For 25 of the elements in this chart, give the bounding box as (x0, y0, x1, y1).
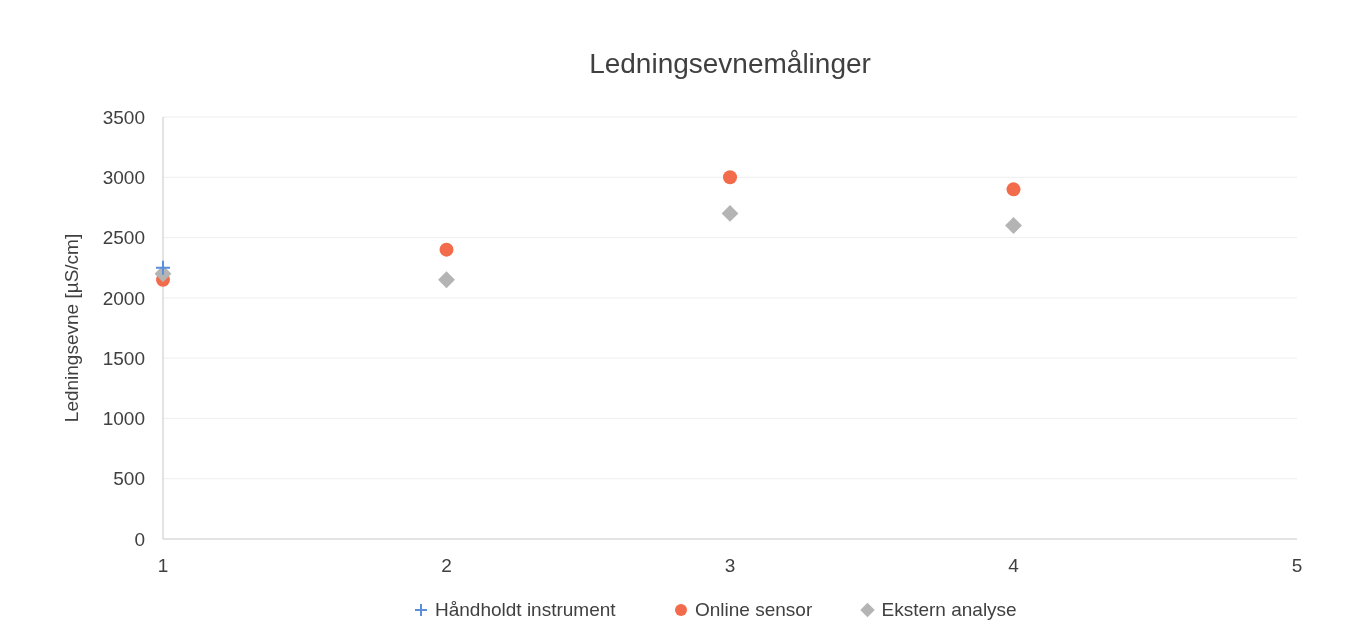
point (439, 242, 454, 257)
x-tick-label: 3 (724, 555, 736, 576)
legend-label: Online sensor (695, 599, 813, 620)
y-tick-label: 1500 (102, 347, 145, 369)
point (1005, 217, 1022, 234)
x-tick-label: 1 (157, 555, 169, 576)
legend-label: Håndholdt instrument (435, 599, 617, 620)
x-tick-label: 2 (441, 555, 452, 576)
y-tick-label: 2500 (102, 227, 145, 249)
y-tick-label: 0 (134, 528, 145, 550)
y-tick-label: 500 (113, 468, 145, 490)
point (1006, 182, 1021, 197)
y-tick-label: 3500 (102, 106, 145, 128)
point (723, 170, 737, 185)
legend-label: Ekstern analyse (881, 599, 1017, 620)
point (438, 271, 455, 289)
x-tick-label: 5 (1291, 555, 1303, 576)
y-axis-title: Ledningsevne [µS/cm] (61, 233, 82, 423)
x-tick-label: 4 (1008, 555, 1020, 576)
y-tick-label: 1000 (102, 408, 145, 430)
y-tick-label: 3000 (102, 166, 145, 188)
point (155, 259, 171, 276)
chart-title: Ledningsevnemålinger (589, 48, 871, 79)
y-tick-label: 2000 (102, 287, 145, 309)
point (721, 205, 739, 222)
